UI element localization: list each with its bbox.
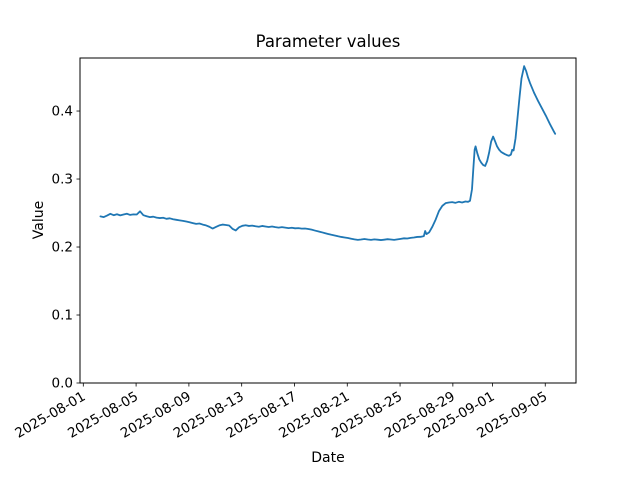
y-tick-label: 0.2 — [52, 240, 73, 256]
x-axis-label: Date — [311, 450, 344, 466]
chart-title: Parameter values — [256, 32, 401, 51]
x-axis-ticks: 2025-08-012025-08-052025-08-092025-08-13… — [12, 383, 550, 442]
data-series-line — [99, 65, 557, 241]
y-tick-label: 0.3 — [52, 172, 73, 188]
y-tick-label: 0.0 — [52, 376, 73, 392]
y-axis-label: Value — [31, 201, 47, 239]
y-tick-label: 0.1 — [52, 308, 73, 324]
y-tick-label: 0.4 — [52, 104, 73, 120]
axes-frame — [79, 57, 577, 384]
y-axis-ticks: 0.0 0.1 0.2 0.3 0.4 — [52, 104, 80, 392]
data-series-group — [99, 65, 557, 241]
